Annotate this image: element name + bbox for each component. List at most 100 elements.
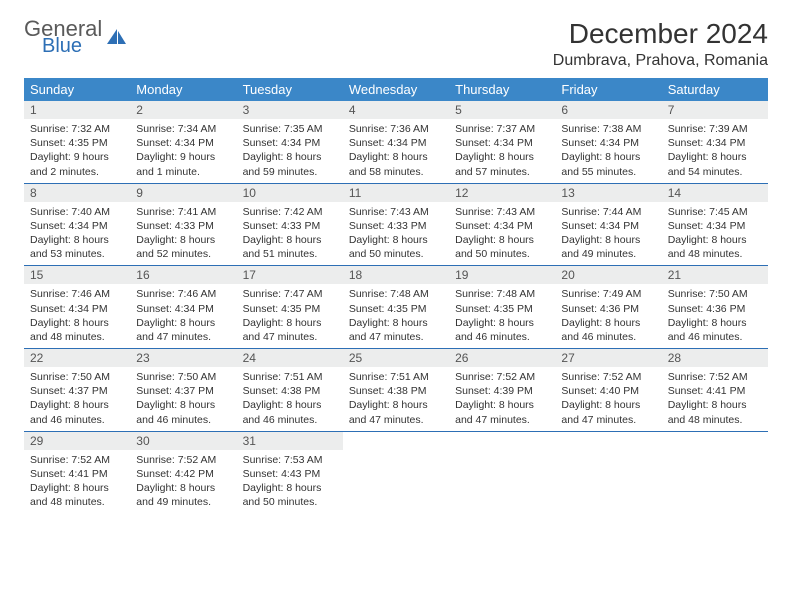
day-number: 1 [24, 101, 130, 119]
day-number: 17 [237, 266, 343, 284]
calendar-week-row: 29Sunrise: 7:52 AMSunset: 4:41 PMDayligh… [24, 431, 768, 513]
calendar-day-cell: 24Sunrise: 7:51 AMSunset: 4:38 PMDayligh… [237, 349, 343, 432]
calendar-day-cell: 29Sunrise: 7:52 AMSunset: 4:41 PMDayligh… [24, 431, 130, 513]
sunset-line: Sunset: 4:35 PM [349, 302, 443, 316]
calendar-day-cell: 27Sunrise: 7:52 AMSunset: 4:40 PMDayligh… [555, 349, 661, 432]
day-number: 13 [555, 184, 661, 202]
calendar-day-cell: 18Sunrise: 7:48 AMSunset: 4:35 PMDayligh… [343, 266, 449, 349]
sunrise-line: Sunrise: 7:38 AM [561, 122, 655, 136]
daylight-line: Daylight: 8 hours and 48 minutes. [668, 398, 762, 426]
sunrise-line: Sunrise: 7:49 AM [561, 287, 655, 301]
daylight-line: Daylight: 8 hours and 46 minutes. [30, 398, 124, 426]
calendar-day-cell: 22Sunrise: 7:50 AMSunset: 4:37 PMDayligh… [24, 349, 130, 432]
sunset-line: Sunset: 4:34 PM [668, 219, 762, 233]
day-details: Sunrise: 7:35 AMSunset: 4:34 PMDaylight:… [237, 119, 343, 183]
calendar-day-cell: 12Sunrise: 7:43 AMSunset: 4:34 PMDayligh… [449, 183, 555, 266]
day-details: Sunrise: 7:36 AMSunset: 4:34 PMDaylight:… [343, 119, 449, 183]
sunset-line: Sunset: 4:37 PM [136, 384, 230, 398]
day-details: Sunrise: 7:48 AMSunset: 4:35 PMDaylight:… [449, 284, 555, 348]
daylight-line: Daylight: 8 hours and 47 minutes. [455, 398, 549, 426]
day-number: 11 [343, 184, 449, 202]
calendar-day-cell: 23Sunrise: 7:50 AMSunset: 4:37 PMDayligh… [130, 349, 236, 432]
sunrise-line: Sunrise: 7:39 AM [668, 122, 762, 136]
day-number: 18 [343, 266, 449, 284]
weekday-header: Tuesday [237, 78, 343, 101]
sunrise-line: Sunrise: 7:36 AM [349, 122, 443, 136]
day-details: Sunrise: 7:52 AMSunset: 4:40 PMDaylight:… [555, 367, 661, 431]
day-details: Sunrise: 7:52 AMSunset: 4:42 PMDaylight:… [130, 450, 236, 514]
day-details: Sunrise: 7:50 AMSunset: 4:37 PMDaylight:… [130, 367, 236, 431]
sunrise-line: Sunrise: 7:32 AM [30, 122, 124, 136]
sunrise-line: Sunrise: 7:52 AM [668, 370, 762, 384]
daylight-line: Daylight: 8 hours and 50 minutes. [455, 233, 549, 261]
sunset-line: Sunset: 4:36 PM [561, 302, 655, 316]
day-details: Sunrise: 7:42 AMSunset: 4:33 PMDaylight:… [237, 202, 343, 266]
day-number: 2 [130, 101, 236, 119]
day-number: 22 [24, 349, 130, 367]
sunset-line: Sunset: 4:34 PM [561, 136, 655, 150]
day-details: Sunrise: 7:39 AMSunset: 4:34 PMDaylight:… [662, 119, 768, 183]
logo: General Blue [24, 18, 128, 56]
calendar-day-cell: 8Sunrise: 7:40 AMSunset: 4:34 PMDaylight… [24, 183, 130, 266]
daylight-line: Daylight: 8 hours and 47 minutes. [243, 316, 337, 344]
sunrise-line: Sunrise: 7:51 AM [349, 370, 443, 384]
sunset-line: Sunset: 4:34 PM [668, 136, 762, 150]
sunrise-line: Sunrise: 7:52 AM [30, 453, 124, 467]
day-number: 16 [130, 266, 236, 284]
day-details: Sunrise: 7:38 AMSunset: 4:34 PMDaylight:… [555, 119, 661, 183]
day-number: 31 [237, 432, 343, 450]
day-number: 5 [449, 101, 555, 119]
sunrise-line: Sunrise: 7:37 AM [455, 122, 549, 136]
calendar-day-cell: 15Sunrise: 7:46 AMSunset: 4:34 PMDayligh… [24, 266, 130, 349]
day-details: Sunrise: 7:40 AMSunset: 4:34 PMDaylight:… [24, 202, 130, 266]
sunrise-line: Sunrise: 7:48 AM [455, 287, 549, 301]
day-number: 6 [555, 101, 661, 119]
weekday-header: Friday [555, 78, 661, 101]
day-details: Sunrise: 7:32 AMSunset: 4:35 PMDaylight:… [24, 119, 130, 183]
sunset-line: Sunset: 4:34 PM [243, 136, 337, 150]
day-number: 21 [662, 266, 768, 284]
sunrise-line: Sunrise: 7:47 AM [243, 287, 337, 301]
day-number: 4 [343, 101, 449, 119]
day-details: Sunrise: 7:52 AMSunset: 4:41 PMDaylight:… [662, 367, 768, 431]
sunset-line: Sunset: 4:33 PM [349, 219, 443, 233]
calendar-week-row: 1Sunrise: 7:32 AMSunset: 4:35 PMDaylight… [24, 101, 768, 183]
header: General Blue December 2024 Dumbrava, Pra… [24, 18, 768, 70]
daylight-line: Daylight: 8 hours and 52 minutes. [136, 233, 230, 261]
sunset-line: Sunset: 4:42 PM [136, 467, 230, 481]
day-details: Sunrise: 7:53 AMSunset: 4:43 PMDaylight:… [237, 450, 343, 514]
day-number: 14 [662, 184, 768, 202]
title-block: December 2024 Dumbrava, Prahova, Romania [553, 18, 768, 70]
sunrise-line: Sunrise: 7:42 AM [243, 205, 337, 219]
logo-sail-icon [106, 28, 128, 46]
sunset-line: Sunset: 4:35 PM [30, 136, 124, 150]
day-details: Sunrise: 7:52 AMSunset: 4:41 PMDaylight:… [24, 450, 130, 514]
day-details: Sunrise: 7:46 AMSunset: 4:34 PMDaylight:… [130, 284, 236, 348]
sunrise-line: Sunrise: 7:53 AM [243, 453, 337, 467]
daylight-line: Daylight: 8 hours and 54 minutes. [668, 150, 762, 178]
calendar-day-cell: .. [343, 431, 449, 513]
daylight-line: Daylight: 8 hours and 50 minutes. [243, 481, 337, 509]
daylight-line: Daylight: 8 hours and 47 minutes. [349, 398, 443, 426]
day-details: Sunrise: 7:47 AMSunset: 4:35 PMDaylight:… [237, 284, 343, 348]
sunrise-line: Sunrise: 7:51 AM [243, 370, 337, 384]
daylight-line: Daylight: 8 hours and 49 minutes. [561, 233, 655, 261]
sunset-line: Sunset: 4:35 PM [455, 302, 549, 316]
calendar-day-cell: 2Sunrise: 7:34 AMSunset: 4:34 PMDaylight… [130, 101, 236, 183]
daylight-line: Daylight: 8 hours and 48 minutes. [30, 481, 124, 509]
daylight-line: Daylight: 8 hours and 58 minutes. [349, 150, 443, 178]
day-number: 19 [449, 266, 555, 284]
calendar-day-cell: 4Sunrise: 7:36 AMSunset: 4:34 PMDaylight… [343, 101, 449, 183]
sunset-line: Sunset: 4:33 PM [243, 219, 337, 233]
day-number: 15 [24, 266, 130, 284]
sunset-line: Sunset: 4:41 PM [30, 467, 124, 481]
sunrise-line: Sunrise: 7:52 AM [455, 370, 549, 384]
daylight-line: Daylight: 9 hours and 2 minutes. [30, 150, 124, 178]
month-title: December 2024 [553, 18, 768, 50]
sunrise-line: Sunrise: 7:45 AM [668, 205, 762, 219]
day-number: 26 [449, 349, 555, 367]
calendar-table: SundayMondayTuesdayWednesdayThursdayFrid… [24, 78, 768, 513]
sunset-line: Sunset: 4:41 PM [668, 384, 762, 398]
calendar-day-cell: .. [449, 431, 555, 513]
sunrise-line: Sunrise: 7:46 AM [30, 287, 124, 301]
